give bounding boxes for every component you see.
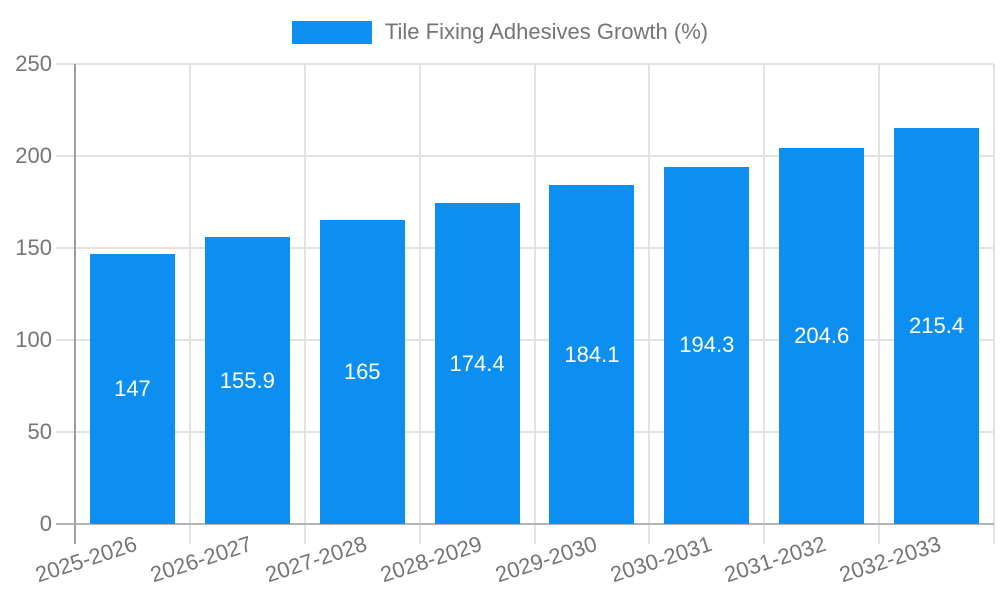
vertical-gridline xyxy=(878,64,881,544)
bar[interactable]: 147 xyxy=(89,253,175,524)
y-axis-line xyxy=(74,64,76,544)
vertical-gridline xyxy=(533,64,536,544)
legend: Tile Fixing Adhesives Growth (%) xyxy=(0,19,1000,45)
bar[interactable]: 204.6 xyxy=(779,147,865,524)
legend-label[interactable]: Tile Fixing Adhesives Growth (%) xyxy=(384,19,709,44)
x-category-label: 2026-2027 xyxy=(147,531,256,588)
horizontal-gridline xyxy=(56,339,994,341)
horizontal-gridline xyxy=(56,247,994,249)
bar[interactable]: 215.4 xyxy=(894,127,980,524)
bar[interactable]: 194.3 xyxy=(664,166,750,524)
horizontal-gridline xyxy=(56,155,994,157)
vertical-gridline xyxy=(418,64,421,544)
x-category-label: 2032-2033 xyxy=(836,531,945,588)
legend-swatch[interactable] xyxy=(291,20,372,44)
plot-area: 147 155.9 165 174.4 184.1 194.3 204.6 215.4 xyxy=(56,63,995,544)
horizontal-gridline xyxy=(56,431,994,433)
x-category-label: 2028-2029 xyxy=(376,531,485,588)
bar-value-label: 174.4 xyxy=(449,350,505,376)
bar[interactable]: 155.9 xyxy=(204,237,290,524)
bar[interactable]: 184.1 xyxy=(549,185,635,524)
vertical-gridline xyxy=(993,64,995,544)
x-axis-baseline xyxy=(56,523,994,525)
bar[interactable]: 174.4 xyxy=(434,203,520,524)
x-category-label: 2027-2028 xyxy=(262,531,370,588)
x-category-label: 2025-2026 xyxy=(32,531,141,588)
vertical-gridline xyxy=(648,64,651,544)
bar-value-label: 204.6 xyxy=(794,322,850,348)
y-tick-label: 0 xyxy=(39,511,52,536)
y-tick-label: 200 xyxy=(15,143,52,168)
bar-value-label: 215.4 xyxy=(909,312,965,338)
x-category-label: 2031-2032 xyxy=(721,531,830,588)
bar-value-label: 147 xyxy=(114,375,151,401)
x-category-label: 2029-2030 xyxy=(491,531,600,588)
vertical-gridline xyxy=(763,64,766,544)
bar-value-label: 194.3 xyxy=(679,332,735,358)
horizontal-gridline xyxy=(56,63,994,65)
bar[interactable]: 165 xyxy=(319,220,405,524)
bar-value-label: 155.9 xyxy=(219,367,275,393)
y-tick-label: 50 xyxy=(27,419,52,444)
x-category-label: 2030-2031 xyxy=(606,531,715,588)
bar-value-label: 184.1 xyxy=(564,341,620,367)
y-tick-label: 100 xyxy=(15,327,52,352)
vertical-gridline xyxy=(303,64,306,544)
y-tick-label: 250 xyxy=(15,51,52,76)
vertical-gridline xyxy=(188,64,191,544)
bar-value-label: 165 xyxy=(343,359,381,385)
y-tick-label: 150 xyxy=(15,235,52,260)
